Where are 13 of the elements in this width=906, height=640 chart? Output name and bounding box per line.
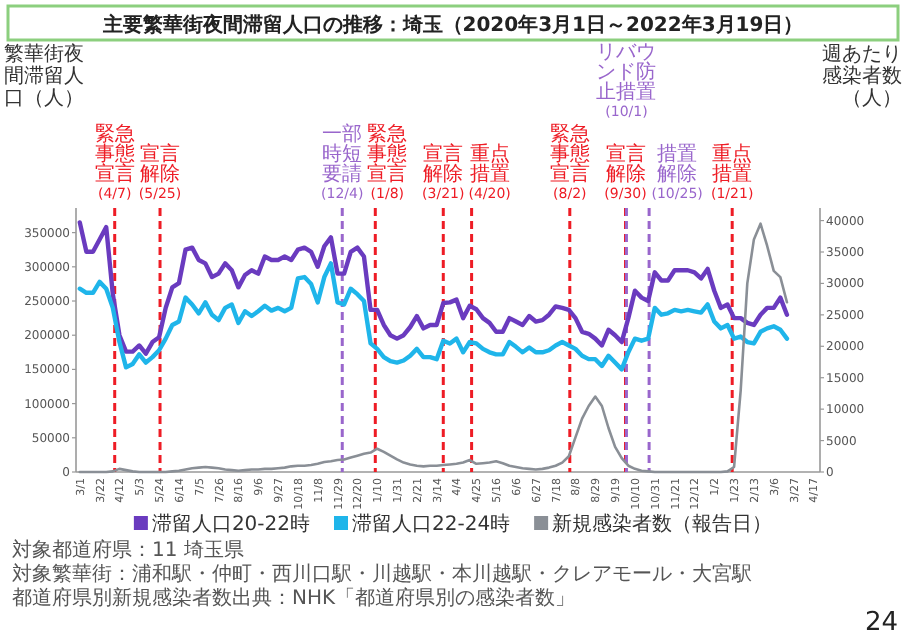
- text: 対象繁華街：浦和駅・仲町・西川口駅・川越駅・本川越駅・クレアモール・大宮駅: [12, 562, 752, 586]
- text: 都道府県別新規感染者数出典：NHK「都道府県別の感染者数」: [12, 586, 576, 610]
- y-axis-title: 繁華街夜間滞留人口（人）: [4, 42, 84, 110]
- text: 24: [864, 608, 898, 638]
- text: 対象都道府県：11 埼玉県: [12, 538, 244, 562]
- y2-axis-title: 週あたり感染者数（人）: [822, 44, 902, 110]
- legend-label: 新規感染者数（報告日）: [552, 512, 773, 536]
- legend-label: 滞留人口22-24時: [352, 512, 511, 536]
- line-series: [78, 222, 789, 474]
- legend-label: 滞留人口20-22時: [151, 512, 310, 536]
- chart-title: 主要繁華街夜間滞留人口の推移：埼玉（2020年3月1日～2022年3月19日）: [100, 13, 804, 37]
- line-series: [77, 220, 790, 356]
- line-series: [77, 261, 790, 372]
